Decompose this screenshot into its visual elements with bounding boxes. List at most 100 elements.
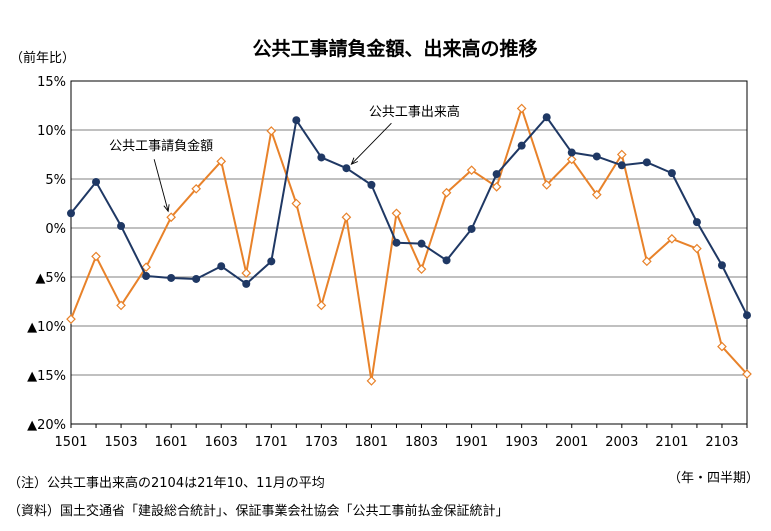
annotation-arrow	[351, 122, 392, 165]
data-point	[517, 141, 526, 150]
data-point	[742, 369, 752, 379]
annotation-arrowhead	[350, 157, 359, 166]
data-point	[367, 180, 376, 189]
data-point	[217, 262, 226, 271]
annotation-label: 公共工事請負金額	[109, 138, 213, 154]
data-point	[66, 314, 76, 324]
plot-area	[70, 80, 748, 425]
data-point	[167, 273, 176, 282]
data-point	[392, 238, 401, 247]
data-point	[692, 243, 702, 254]
x-tick-label: 1803	[405, 435, 438, 450]
data-point	[717, 261, 726, 270]
data-point	[692, 218, 701, 227]
data-point	[567, 148, 576, 157]
x-axis-label: （年・四半期）	[668, 471, 759, 486]
data-point	[616, 149, 627, 160]
x-tick-label: 2001	[555, 435, 588, 450]
data-point	[441, 187, 452, 198]
data-point	[91, 251, 101, 262]
x-tick-label: 1503	[105, 435, 138, 450]
x-tick-label: 2003	[605, 435, 638, 450]
data-point	[192, 274, 201, 283]
y-tick-label: 10%	[37, 124, 66, 139]
data-point	[391, 208, 402, 219]
data-point	[216, 156, 227, 167]
data-point	[117, 222, 126, 231]
series-line	[70, 116, 748, 316]
data-point	[67, 209, 75, 218]
data-point	[291, 198, 302, 209]
y-tick-label: ▲20%	[27, 418, 66, 433]
y-axis-label: （前年比）	[10, 50, 75, 66]
note-text: （注）公共工事出来高の2104は21年10、11月の平均	[8, 476, 325, 491]
data-point	[466, 165, 477, 176]
data-point	[717, 341, 727, 352]
data-point	[491, 181, 502, 192]
y-tick-label: ▲15%	[27, 369, 66, 384]
data-point	[467, 224, 476, 233]
x-tick-label: 1601	[155, 435, 188, 450]
x-tick-label: 2101	[655, 435, 688, 450]
x-tick-label: 1801	[355, 435, 388, 450]
x-axis-ticks: 1501 1503 1601 1603 1701 1703 1801 1803 1901 1903…	[54, 424, 748, 450]
data-point	[116, 300, 126, 311]
data-point	[342, 164, 351, 173]
data-point	[292, 116, 301, 125]
data-point	[667, 233, 677, 244]
y-tick-label: ▲5%	[35, 271, 66, 286]
x-tick-label: 1603	[205, 435, 238, 450]
y-tick-label: 0%	[45, 222, 66, 237]
data-point	[541, 180, 552, 190]
data-point	[366, 376, 377, 386]
data-point	[566, 154, 577, 165]
annotation-arrow	[153, 159, 169, 212]
source-text: （資料）国土交通省「建設総合統計」、保証事業会社協会「公共工事前払金保証統計」	[8, 504, 509, 519]
x-tick-label: 1501	[54, 435, 87, 450]
data-point	[642, 256, 652, 267]
data-point	[442, 256, 451, 265]
x-tick-label: 1901	[455, 435, 488, 450]
series-line	[70, 107, 748, 382]
data-point	[141, 262, 151, 273]
x-tick-label: 1903	[505, 435, 538, 450]
annotation-label: 公共工事出来高	[369, 104, 460, 120]
x-tick-label: 2103	[705, 435, 738, 450]
data-point	[516, 103, 527, 114]
y-axis-ticks: 15% 10% 5% 0% ▲5% ▲10% ▲15% ▲20%	[27, 75, 66, 433]
data-point	[316, 300, 327, 311]
data-point	[667, 169, 676, 178]
data-point	[142, 272, 151, 281]
series-2	[67, 113, 751, 320]
y-tick-label: 15%	[37, 75, 66, 90]
data-point	[542, 113, 551, 122]
data-point	[92, 177, 101, 186]
data-point	[241, 268, 252, 278]
data-point	[617, 161, 626, 170]
y-tick-label: ▲10%	[27, 320, 66, 335]
data-point	[417, 239, 426, 248]
annotation-arrowhead	[163, 204, 170, 213]
y-tick-label: 5%	[45, 173, 66, 188]
data-point	[267, 257, 276, 266]
data-point	[592, 152, 601, 161]
gridlines	[71, 129, 747, 376]
data-point	[492, 170, 501, 179]
data-point	[416, 264, 427, 275]
data-point	[341, 212, 352, 223]
data-point	[191, 183, 202, 194]
annotation-layer: 公共工事請負金額 公共工事出来高	[109, 104, 460, 213]
chart-title: 公共工事請負金額、出来高の推移	[252, 37, 537, 60]
data-point	[317, 153, 326, 162]
series-1	[66, 103, 752, 386]
data-point	[242, 279, 251, 288]
series-layer	[66, 103, 752, 386]
data-point	[642, 158, 651, 167]
data-point	[266, 126, 277, 136]
x-tick-label: 1701	[255, 435, 288, 450]
data-point	[166, 212, 176, 223]
x-tick-label: 1703	[305, 435, 338, 450]
data-point	[591, 189, 602, 200]
data-point	[743, 311, 751, 320]
